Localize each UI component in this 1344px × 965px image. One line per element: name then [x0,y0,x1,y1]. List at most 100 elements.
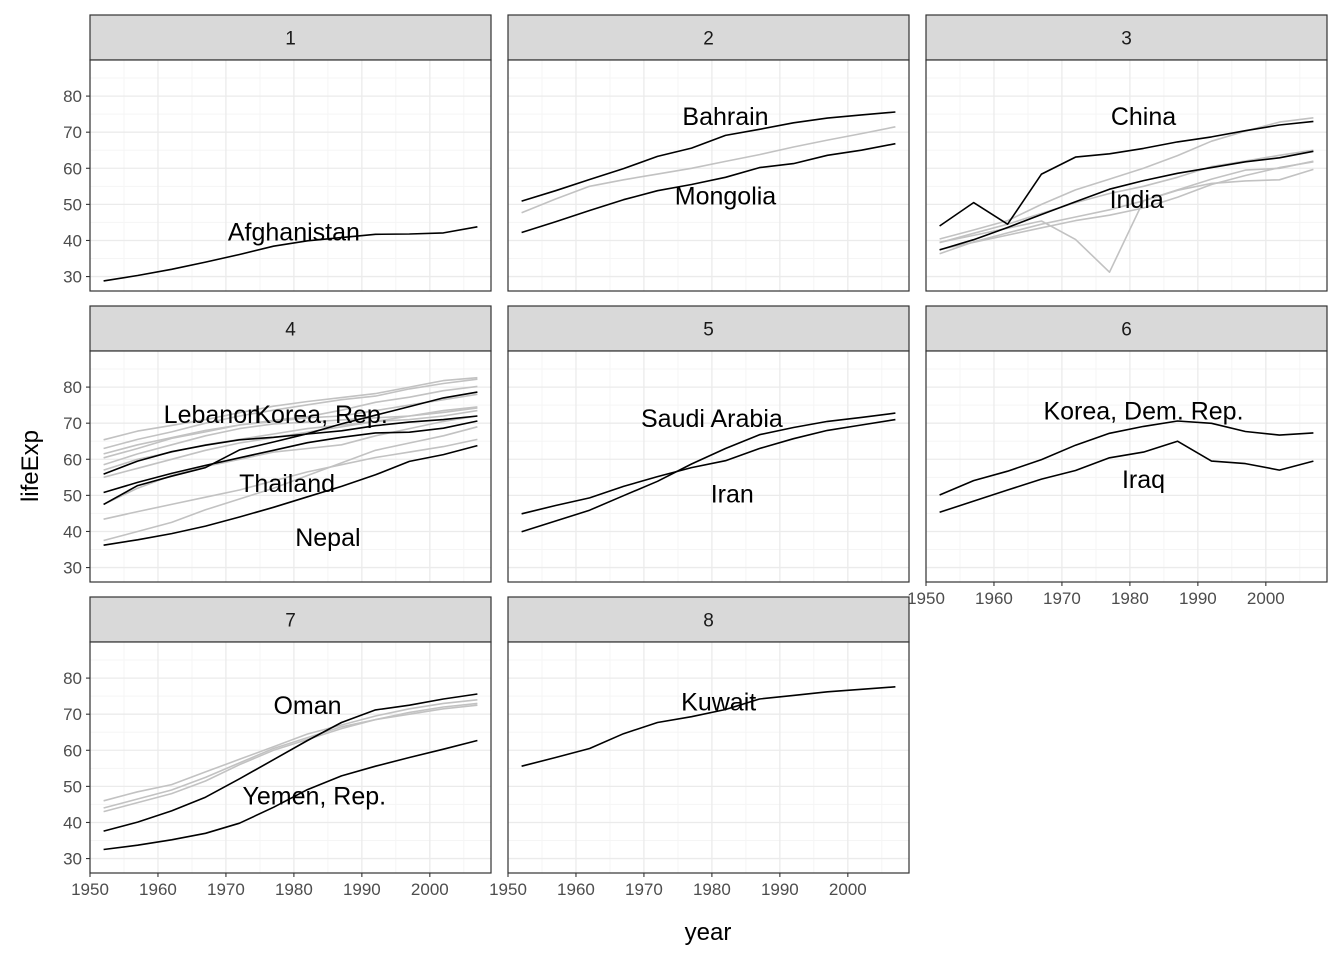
series-line-background [103,385,478,459]
panel-background [926,60,1327,291]
series-line-background [103,702,478,813]
y-tick-label: 50 [63,777,82,796]
x-tick-label: 2000 [411,880,449,899]
x-tick-label: 1960 [975,589,1013,608]
facet-strip-label: 4 [285,320,296,341]
x-tick-label: 1950 [71,880,109,899]
x-tick-label: 2000 [829,880,867,899]
y-tick-label: 80 [63,378,82,397]
panel-border [925,59,1328,292]
panel-border [507,641,910,874]
y-tick-label: 70 [63,705,82,724]
x-tick-label: 1960 [557,880,595,899]
panel-border [507,350,910,583]
y-tick-label: 80 [63,87,82,106]
y-tick-label: 40 [63,231,82,250]
country-label: Yemen, Rep. [242,782,386,810]
panel-background [508,60,909,291]
x-tick-label: 1990 [761,880,799,899]
x-tick-label: 1980 [275,880,313,899]
series-line-background [939,161,1314,251]
facet-strip-label: 1 [285,29,296,50]
series-line-kuwait [521,686,896,767]
y-tick-label: 30 [63,850,82,869]
series-line-lebanon [103,415,478,475]
panel-border [507,59,910,292]
x-tick-label: 1980 [693,880,731,899]
country-label: Kuwait [681,689,756,717]
series-line-background [103,378,478,450]
country-label: Lebanon [164,401,261,429]
country-label: Saudi Arabia [641,405,783,433]
y-tick-label: 50 [63,195,82,214]
x-tick-label: 1990 [1179,589,1217,608]
series-line-iran [521,418,896,515]
facet-strip [89,596,492,643]
series-line-nepal [103,444,478,546]
series-line-background [103,704,478,809]
y-tick-label: 50 [63,486,82,505]
y-tick-label: 40 [63,813,82,832]
series-line-korea-rep- [103,391,478,506]
facet-strip [89,305,492,352]
series-line-background [939,160,1314,255]
series-line-mongolia [521,142,896,234]
country-label: Korea, Dem. Rep. [1043,398,1243,426]
facet-strip-label: 7 [285,611,296,632]
series-line-background [103,393,478,455]
country-label: Bahrain [682,103,768,131]
panel-background [90,351,491,582]
y-tick-label: 80 [63,669,82,688]
facet-strip [925,305,1328,352]
series-line-background [103,699,478,802]
facet-strip-label: 2 [703,29,714,50]
series-line-afghanistan [103,226,478,282]
x-tick-label: 1970 [207,880,245,899]
facet-strip-label: 6 [1121,320,1132,341]
series-line-oman [103,693,478,832]
country-label: Iran [711,481,754,509]
panel-border [89,641,492,874]
series-line-korea-dem-rep- [939,420,1314,496]
country-label: Korea, Rep. [254,401,387,429]
y-tick-label: 70 [63,123,82,142]
y-tick-label: 40 [63,522,82,541]
facet-strip [89,14,492,61]
panel-background [90,642,491,873]
series-line-saudi-arabia [521,412,896,533]
series-line-background [939,149,1314,244]
country-label: Afghanistan [228,218,360,246]
series-line-india [939,150,1314,251]
x-tick-label: 1960 [139,880,177,899]
panel-border [925,350,1328,583]
series-line-background [103,426,478,542]
facet-strip-label: 5 [703,320,714,341]
y-tick-label: 60 [63,450,82,469]
country-label: China [1111,103,1176,131]
series-line-china [939,120,1314,227]
country-label: India [1110,186,1164,214]
y-tick-label: 70 [63,414,82,433]
facet-strip [925,14,1328,61]
country-label: Iraq [1122,466,1165,494]
x-tick-label: 1950 [489,880,527,899]
y-tick-label: 30 [63,559,82,578]
series-line-background [103,376,478,441]
series-line-yemen-rep- [103,739,478,851]
series-line-background [103,438,478,520]
x-tick-label: 1970 [625,880,663,899]
panel-background [508,351,909,582]
y-tick-label: 60 [63,159,82,178]
x-tick-label: 1980 [1111,589,1149,608]
country-label: Thailand [239,470,335,498]
panel-border [89,59,492,292]
y-axis-title: lifeExp [17,430,44,502]
x-axis-title: year [685,919,732,946]
x-tick-label: 1950 [907,589,945,608]
y-tick-label: 30 [63,268,82,287]
series-line-background [521,126,896,214]
panel-border [89,350,492,583]
series-line-bahrain [521,111,896,202]
facet-strip-label: 8 [703,611,714,632]
